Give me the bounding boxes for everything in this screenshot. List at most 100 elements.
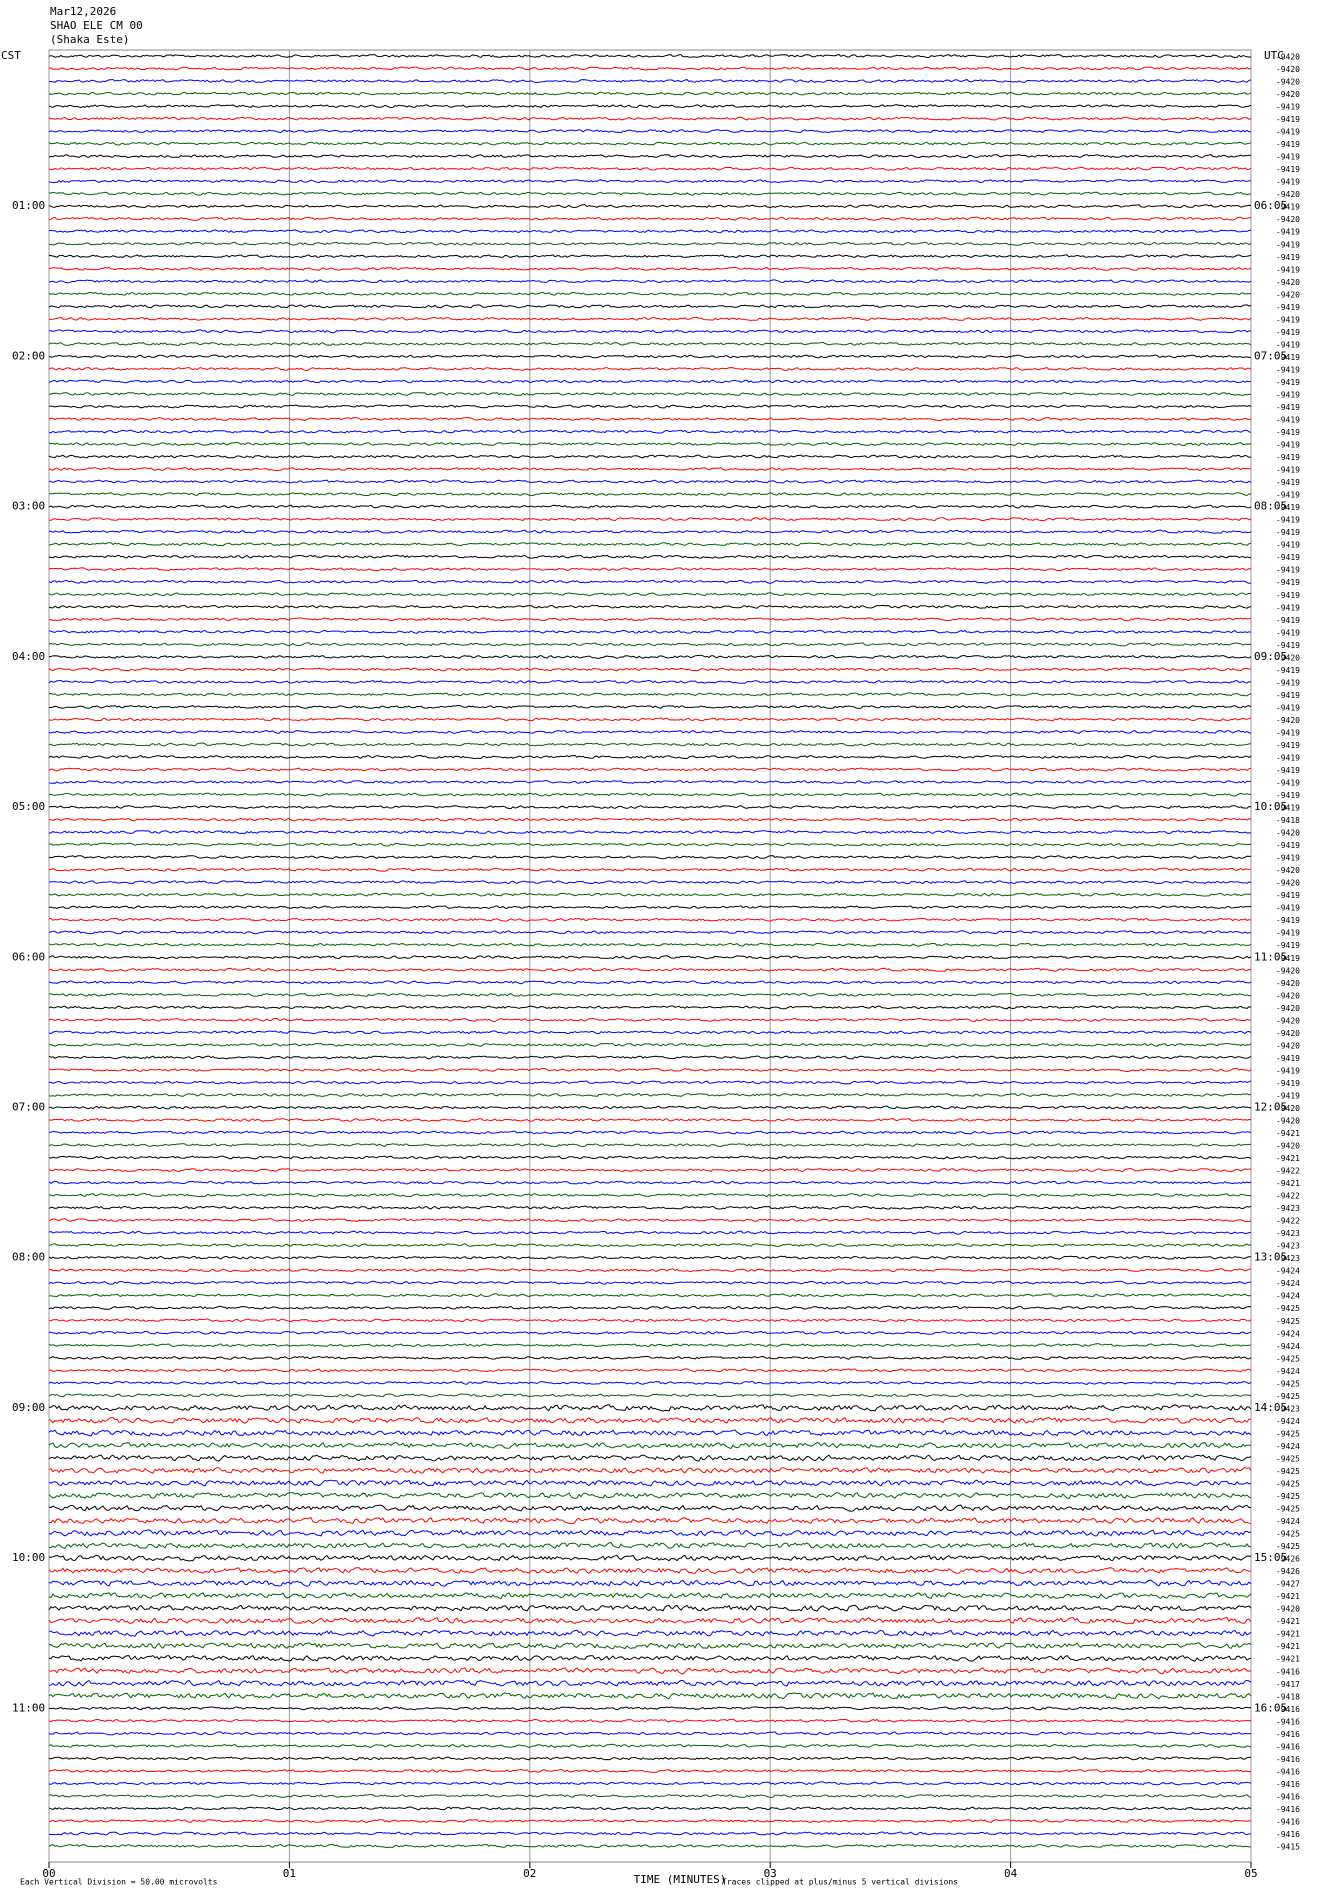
trace-value: -9420: [1276, 278, 1300, 287]
trace: [48, 1479, 1252, 1487]
trace-value: -9423: [1276, 1254, 1300, 1263]
trace: [48, 1429, 1252, 1437]
trace: [48, 216, 1252, 221]
trace-value: -9419: [1276, 165, 1300, 174]
trace: [48, 391, 1251, 396]
trace-value: -9419: [1276, 741, 1300, 750]
trace-value: -9416: [1276, 1742, 1300, 1751]
trace: [48, 1293, 1252, 1298]
trace-value: -9425: [1276, 1354, 1300, 1363]
left-time-label: 04:00: [12, 650, 45, 663]
trace: [48, 467, 1252, 472]
trace: [48, 1080, 1252, 1085]
trace: [48, 554, 1252, 559]
trace-value: -9421: [1276, 1154, 1300, 1163]
trace: [48, 1404, 1252, 1412]
trace: [48, 91, 1252, 96]
trace-value: -9420: [1276, 1605, 1300, 1614]
trace: [48, 316, 1252, 321]
trace: [48, 1205, 1252, 1210]
trace: [48, 116, 1252, 121]
trace-value: -9420: [1276, 866, 1300, 875]
trace: [48, 779, 1252, 784]
left-time-label: 10:00: [12, 1551, 45, 1564]
trace-value: -9419: [1276, 954, 1300, 963]
trace-value: -9419: [1276, 691, 1300, 700]
trace: [48, 66, 1252, 71]
right-axis-label: UTC: [1264, 49, 1284, 62]
trace-value: -9419: [1276, 115, 1300, 124]
trace: [48, 1654, 1252, 1662]
title-line: Mar12,2026: [50, 5, 116, 18]
trace: [48, 354, 1251, 359]
trace: [48, 955, 1252, 960]
trace-value: -9421: [1276, 1179, 1300, 1188]
trace-value: -9420: [1276, 1016, 1300, 1025]
trace-value: -9420: [1276, 190, 1300, 199]
trace-value: -9425: [1276, 1304, 1300, 1313]
trace-value: -9420: [1276, 215, 1300, 224]
trace-value: -9419: [1276, 804, 1300, 813]
right-time-label: 11:05: [1254, 950, 1287, 963]
trace-value: -9423: [1276, 1242, 1300, 1251]
trace-value: -9420: [1276, 653, 1300, 662]
trace-value: -9416: [1276, 1817, 1300, 1826]
trace: [48, 579, 1252, 584]
trace: [48, 704, 1252, 709]
trace-value: -9426: [1276, 1555, 1300, 1564]
trace-value: -9424: [1276, 1279, 1300, 1288]
trace: [48, 980, 1252, 985]
trace-value: -9420: [1276, 1116, 1300, 1125]
left-time-label: 03:00: [12, 500, 45, 513]
trace-value: -9420: [1276, 829, 1300, 838]
trace-value: -9416: [1276, 1705, 1300, 1714]
trace-value: -9419: [1276, 103, 1300, 112]
trace: [48, 1280, 1252, 1285]
trace-value: -9425: [1276, 1454, 1300, 1463]
trace-value: -9419: [1276, 353, 1300, 362]
trace: [48, 1504, 1252, 1512]
trace-value: -9419: [1276, 428, 1300, 437]
trace: [48, 1343, 1252, 1348]
trace-value: -9420: [1276, 979, 1300, 988]
trace-value: -9419: [1276, 779, 1300, 788]
trace: [48, 1243, 1252, 1248]
x-tick-label: 03: [764, 1867, 777, 1880]
trace-value: -9419: [1276, 1091, 1300, 1100]
trace-value: -9419: [1276, 240, 1300, 249]
trace: [48, 1155, 1252, 1160]
trace-value: -9419: [1276, 641, 1300, 650]
trace-value: -9421: [1276, 1129, 1300, 1138]
title-line: SHAO ELE CM 00: [50, 19, 143, 32]
trace: [48, 454, 1252, 459]
trace: [48, 104, 1252, 109]
trace: [48, 204, 1252, 209]
trace: [48, 1092, 1252, 1098]
trace-value: -9424: [1276, 1329, 1300, 1338]
trace: [48, 479, 1252, 484]
trace: [48, 1255, 1251, 1260]
trace-value: -9419: [1276, 603, 1300, 612]
trace: [48, 629, 1252, 634]
trace: [48, 1180, 1252, 1185]
trace: [48, 867, 1252, 872]
trace-value: -9419: [1276, 416, 1300, 425]
trace: [48, 830, 1252, 835]
trace-value: -9419: [1276, 178, 1300, 187]
trace: [48, 429, 1252, 434]
trace: [48, 942, 1252, 947]
trace-value: -9419: [1276, 528, 1300, 537]
trace: [48, 1305, 1252, 1310]
x-axis-label: TIME (MINUTES): [634, 1873, 727, 1886]
right-time-label: 08:05: [1254, 500, 1287, 513]
trace-value: -9419: [1276, 616, 1300, 625]
trace: [48, 542, 1252, 547]
trace-value: -9423: [1276, 1229, 1300, 1238]
trace-value: -9419: [1276, 1079, 1300, 1088]
trace: [48, 1318, 1252, 1323]
trace: [48, 1330, 1252, 1335]
trace-value: -9419: [1276, 791, 1300, 800]
trace-value: -9419: [1276, 365, 1300, 374]
trace-value: -9424: [1276, 1442, 1300, 1451]
trace: [48, 679, 1252, 684]
